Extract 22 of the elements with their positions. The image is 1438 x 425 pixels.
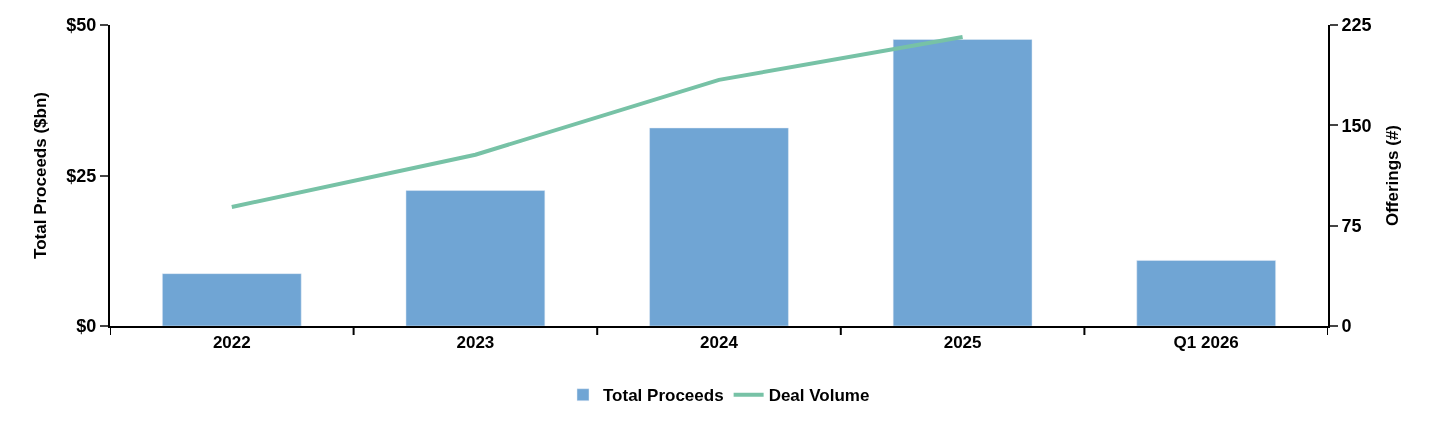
y2-tick-label: 75 — [1341, 215, 1362, 236]
bar — [162, 273, 302, 326]
bar — [649, 127, 789, 326]
y-tick-label: $50 — [66, 15, 97, 36]
x-tick-label: 2024 — [700, 333, 739, 353]
line-series — [229, 35, 965, 209]
bar — [1136, 260, 1276, 326]
x-tick-label: 2025 — [943, 333, 982, 353]
y-tick-label: $0 — [76, 316, 97, 337]
x-tick-label: 2022 — [212, 333, 251, 353]
y2-tick-label: 225 — [1341, 15, 1372, 36]
y2-tick-label: 0 — [1341, 316, 1352, 337]
legend-label: Deal Volume — [768, 386, 870, 406]
y2-axis-title: Offerings (#) — [1382, 124, 1402, 227]
bar — [892, 39, 1033, 326]
x-tick-label: Q1 2026 — [1173, 333, 1239, 353]
y2-tick-label: 150 — [1341, 115, 1372, 136]
y-tick-label: $25 — [66, 165, 97, 186]
y-axis-title: Total Proceeds ($bn) — [31, 92, 51, 259]
x-tick-label: 2023 — [456, 333, 495, 353]
bar — [405, 190, 546, 326]
legend-label: Total Proceeds — [603, 386, 724, 406]
